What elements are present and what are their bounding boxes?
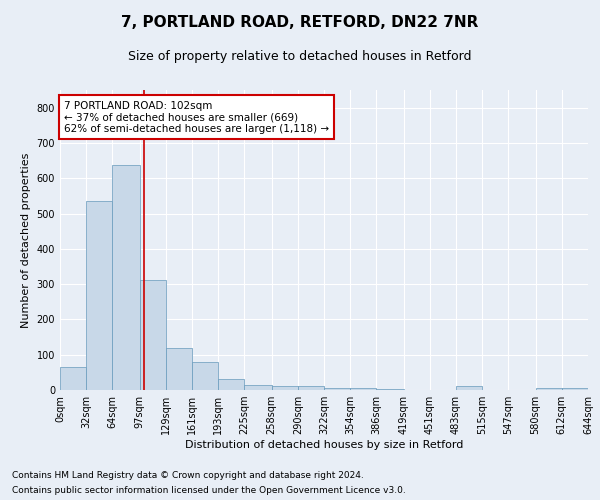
Bar xyxy=(324,388,350,390)
Text: 7 PORTLAND ROAD: 102sqm
← 37% of detached houses are smaller (669)
62% of semi-d: 7 PORTLAND ROAD: 102sqm ← 37% of detache… xyxy=(64,100,329,134)
Bar xyxy=(166,348,192,390)
Bar xyxy=(456,386,482,390)
Bar xyxy=(218,380,244,390)
X-axis label: Distribution of detached houses by size in Retford: Distribution of detached houses by size … xyxy=(185,440,463,450)
Bar xyxy=(536,388,562,390)
Bar xyxy=(298,386,324,390)
Bar xyxy=(192,362,218,390)
Bar xyxy=(140,280,166,390)
Y-axis label: Number of detached properties: Number of detached properties xyxy=(21,152,31,328)
Text: 7, PORTLAND ROAD, RETFORD, DN22 7NR: 7, PORTLAND ROAD, RETFORD, DN22 7NR xyxy=(121,15,479,30)
Text: Size of property relative to detached houses in Retford: Size of property relative to detached ho… xyxy=(128,50,472,63)
Bar xyxy=(244,385,272,390)
Bar xyxy=(562,388,588,390)
Bar xyxy=(350,388,376,390)
Bar xyxy=(86,201,112,390)
Bar xyxy=(272,386,298,390)
Bar xyxy=(60,367,86,390)
Text: Contains HM Land Registry data © Crown copyright and database right 2024.: Contains HM Land Registry data © Crown c… xyxy=(12,471,364,480)
Text: Contains public sector information licensed under the Open Government Licence v3: Contains public sector information licen… xyxy=(12,486,406,495)
Bar xyxy=(112,165,140,390)
